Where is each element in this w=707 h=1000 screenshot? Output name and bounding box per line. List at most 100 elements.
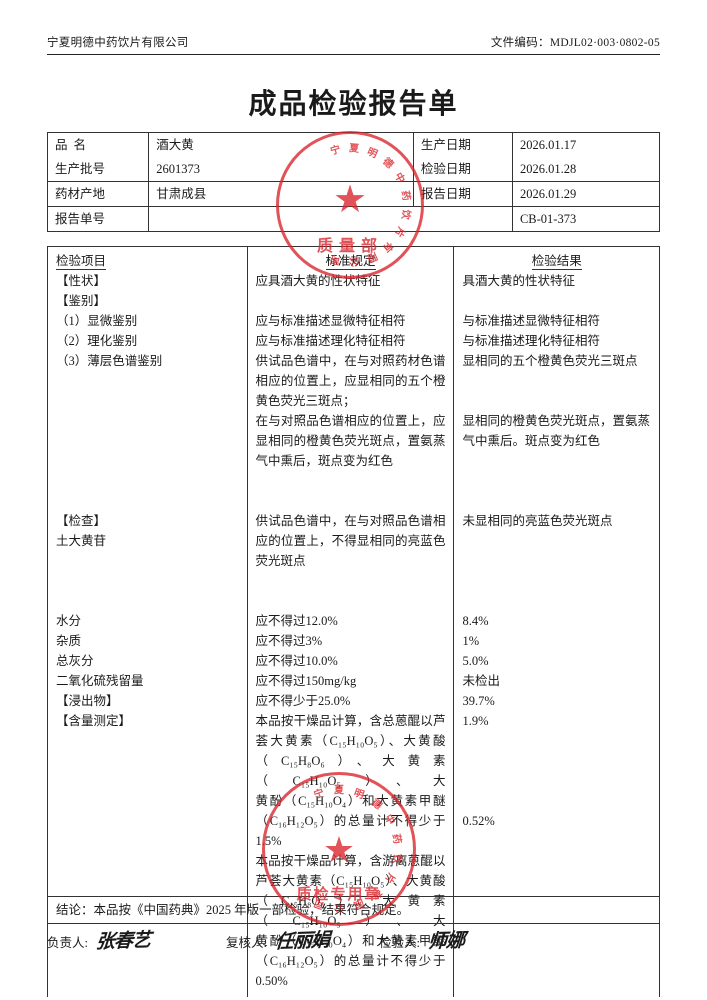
result-text: 0.52% <box>462 814 495 828</box>
standard-text: 相应的位置上，应显相同的五个橙 <box>255 374 446 388</box>
inspector-label: 检验人: <box>379 936 420 950</box>
report-number-label: 报告单号 <box>46 206 150 232</box>
spacer-row: . <box>462 471 651 491</box>
table-header-row: 检验项目 标准规定 检验结果 <box>47 246 660 271</box>
column-header-standard: 标准规定 <box>325 254 376 270</box>
spacer-row: . <box>462 731 651 751</box>
batch-number-label: 生产批号 <box>46 157 150 182</box>
product-info-table: 品名 酒大黄 生产日期 2026.01.17 生产批号 2601373 检验日期… <box>46 132 661 232</box>
spacer-row: . <box>462 291 651 311</box>
result-text: 未检出 <box>462 674 500 688</box>
list-item: （2）理化鉴别 <box>56 334 138 348</box>
report-number-value: CB-01-373 <box>511 206 661 232</box>
standard-text: （C₁₆H₁₂O₅）的总量计不得少于1.5% <box>255 814 446 848</box>
standard-text: 应不得过12.0% <box>255 614 338 628</box>
result-text: 具酒大黄的性状特征 <box>462 274 575 288</box>
spacer-row: . <box>462 571 651 591</box>
standard-text: 供试品色谱中，在与对照药材色谱 <box>255 354 446 368</box>
spacer-row: . <box>56 571 239 591</box>
table-row: 药材产地 甘肃成县 报告日期 2026.01.29 <box>46 181 661 207</box>
spacer-row: . <box>256 491 446 511</box>
inspection-results-table: 检验项目 标准规定 检验结果 【性状】 【鉴别】 （1）显微鉴别 （2）理化鉴别… <box>47 246 660 997</box>
result-text: 与标准描述显微特征相符 <box>462 314 600 328</box>
results-column: 具酒大黄的性状特征 . 与标准描述显微特征相符 与标准描述理化特征相符 显相同的… <box>453 271 660 997</box>
spacer-row: . <box>56 371 239 391</box>
spacer-row: . <box>256 571 446 591</box>
origin-value: 甘肃成县 <box>148 181 414 207</box>
spacer-row: . <box>56 471 239 491</box>
header-divider <box>47 54 660 55</box>
result-text: 显相同的橙黄色荧光斑点，置氨蒸 <box>462 414 650 428</box>
column-header-item-cell: 检验项目 <box>47 246 248 271</box>
spacer-row: . <box>462 531 651 551</box>
standard-text: 显相同的橙黄色荧光斑点，置氨蒸 <box>255 434 446 448</box>
production-date-label: 生产日期 <box>412 132 513 157</box>
standard-text: 在与对照品色谱相应的位置上，应 <box>255 414 446 428</box>
origin-label: 药材产地 <box>46 181 150 207</box>
document-header: 宁夏明德中药饮片有限公司 文件编码：MDJL02·003·0802-05 <box>47 34 660 50</box>
column-header-result-cell: 检验结果 <box>453 246 660 271</box>
table-row: 生产批号 2601373 检验日期 2026.01.28 <box>46 157 661 182</box>
result-text: 显相同的五个橙黄色荧光三斑点 <box>462 354 638 368</box>
spacer-row: . <box>462 451 651 471</box>
reviewer-label: 复核人: <box>226 936 267 950</box>
report-date-label: 报告日期 <box>412 181 513 207</box>
spacer-row: . <box>56 431 239 451</box>
spacer-row: . <box>56 491 239 511</box>
list-item: 土大黄苷 <box>56 534 107 548</box>
standard-text: 芦荟大黄素（C₁₅H₁₀O₅）、大黄酸 <box>255 874 446 888</box>
spacer-row: . <box>462 751 651 771</box>
list-item: 【性状】 <box>56 274 107 288</box>
column-header-standard-cell: 标准规定 <box>246 246 455 271</box>
standard-text: 荧光斑点 <box>255 554 306 568</box>
standard-text: 黄色荧光三斑点； <box>255 394 356 408</box>
spacer-row: . <box>256 471 446 491</box>
spacer-row: . <box>462 771 651 791</box>
list-item: 杂质 <box>56 634 82 648</box>
signature-row: 负责人: 张春艺 复核人: 任丽娟 检验人: 师娜 <box>47 929 660 953</box>
table-row: 品名 酒大黄 生产日期 2026.01.17 <box>46 132 661 157</box>
result-text: 39.7% <box>462 694 495 708</box>
spacer-row: . <box>462 551 651 571</box>
reviewer-signature: 复核人: 任丽娟 <box>226 929 330 953</box>
spacer-row: . <box>56 591 239 611</box>
standards-column: 应具酒大黄的性状特征 . 应与标准描述显微特征相符 应与标准描述理化特征相符 供… <box>246 271 455 997</box>
standard-text: 应的位置上，不得显相同的亮蓝色 <box>255 534 446 548</box>
list-item: 【含量测定】 <box>56 714 132 728</box>
list-item: 水分 <box>56 614 82 628</box>
items-column: 【性状】 【鉴别】 （1）显微鉴别 （2）理化鉴别 （3）薄层色谱鉴别 . . … <box>47 271 248 997</box>
standard-text: （C₁₆H₁₂O₅）的总量计不得少于0.50% <box>255 954 446 988</box>
inspector-signature: 检验人: 师娜 <box>379 929 465 952</box>
production-date-value: 2026.01.17 <box>511 132 661 157</box>
standard-text: 应具酒大黄的性状特征 <box>255 274 381 288</box>
standard-text: 荟大黄素（C₁₅H₁₀O₅）、大黄酸 <box>255 734 446 748</box>
standard-text: （C₁₅H₈O₆）、大黄素（C₁₅H₁₀O₅）、大 <box>255 754 446 788</box>
list-item: 【鉴别】 <box>56 294 107 308</box>
table-body-row: 【性状】 【鉴别】 （1）显微鉴别 （2）理化鉴别 （3）薄层色谱鉴别 . . … <box>47 271 660 997</box>
company-name: 宁夏明德中药饮片有限公司 <box>47 37 189 49</box>
test-date-value: 2026.01.28 <box>511 157 661 182</box>
result-text: 1.9% <box>462 714 489 728</box>
report-date-value: 2026.01.29 <box>511 181 661 207</box>
manager-signature-value: 张春艺 <box>95 929 151 953</box>
table-row: 报告单号 CB-01-373 <box>46 206 661 232</box>
batch-number-value: 2601373 <box>148 157 414 182</box>
report-number-spacer <box>148 206 513 232</box>
standard-text: 气中熏后，斑点变为红色 <box>255 454 394 468</box>
standard-text: 应不得少于25.0% <box>255 694 351 708</box>
spacer-row: . <box>462 791 651 811</box>
spacer-row: . <box>256 591 446 611</box>
spacer-row: . <box>56 451 239 471</box>
column-header-item: 检验项目 <box>56 254 107 270</box>
manager-signature: 负责人: 张春艺 <box>47 929 151 953</box>
standard-text: 本品按干燥品计算，含总蒽醌以芦 <box>255 714 446 728</box>
list-item: 【浸出物】 <box>56 694 119 708</box>
standard-text: 应不得过150mg/kg <box>255 674 357 688</box>
manager-label: 负责人: <box>47 936 88 950</box>
result-text: 5.0% <box>462 654 489 668</box>
list-item: 【检查】 <box>56 514 107 528</box>
standard-text: 应不得过3% <box>255 634 323 648</box>
page-title: 成品检验报告单 <box>248 89 459 120</box>
standard-text: 黄酚（C₁₅H₁₀O₄）和大黄素甲醚 <box>255 794 446 808</box>
